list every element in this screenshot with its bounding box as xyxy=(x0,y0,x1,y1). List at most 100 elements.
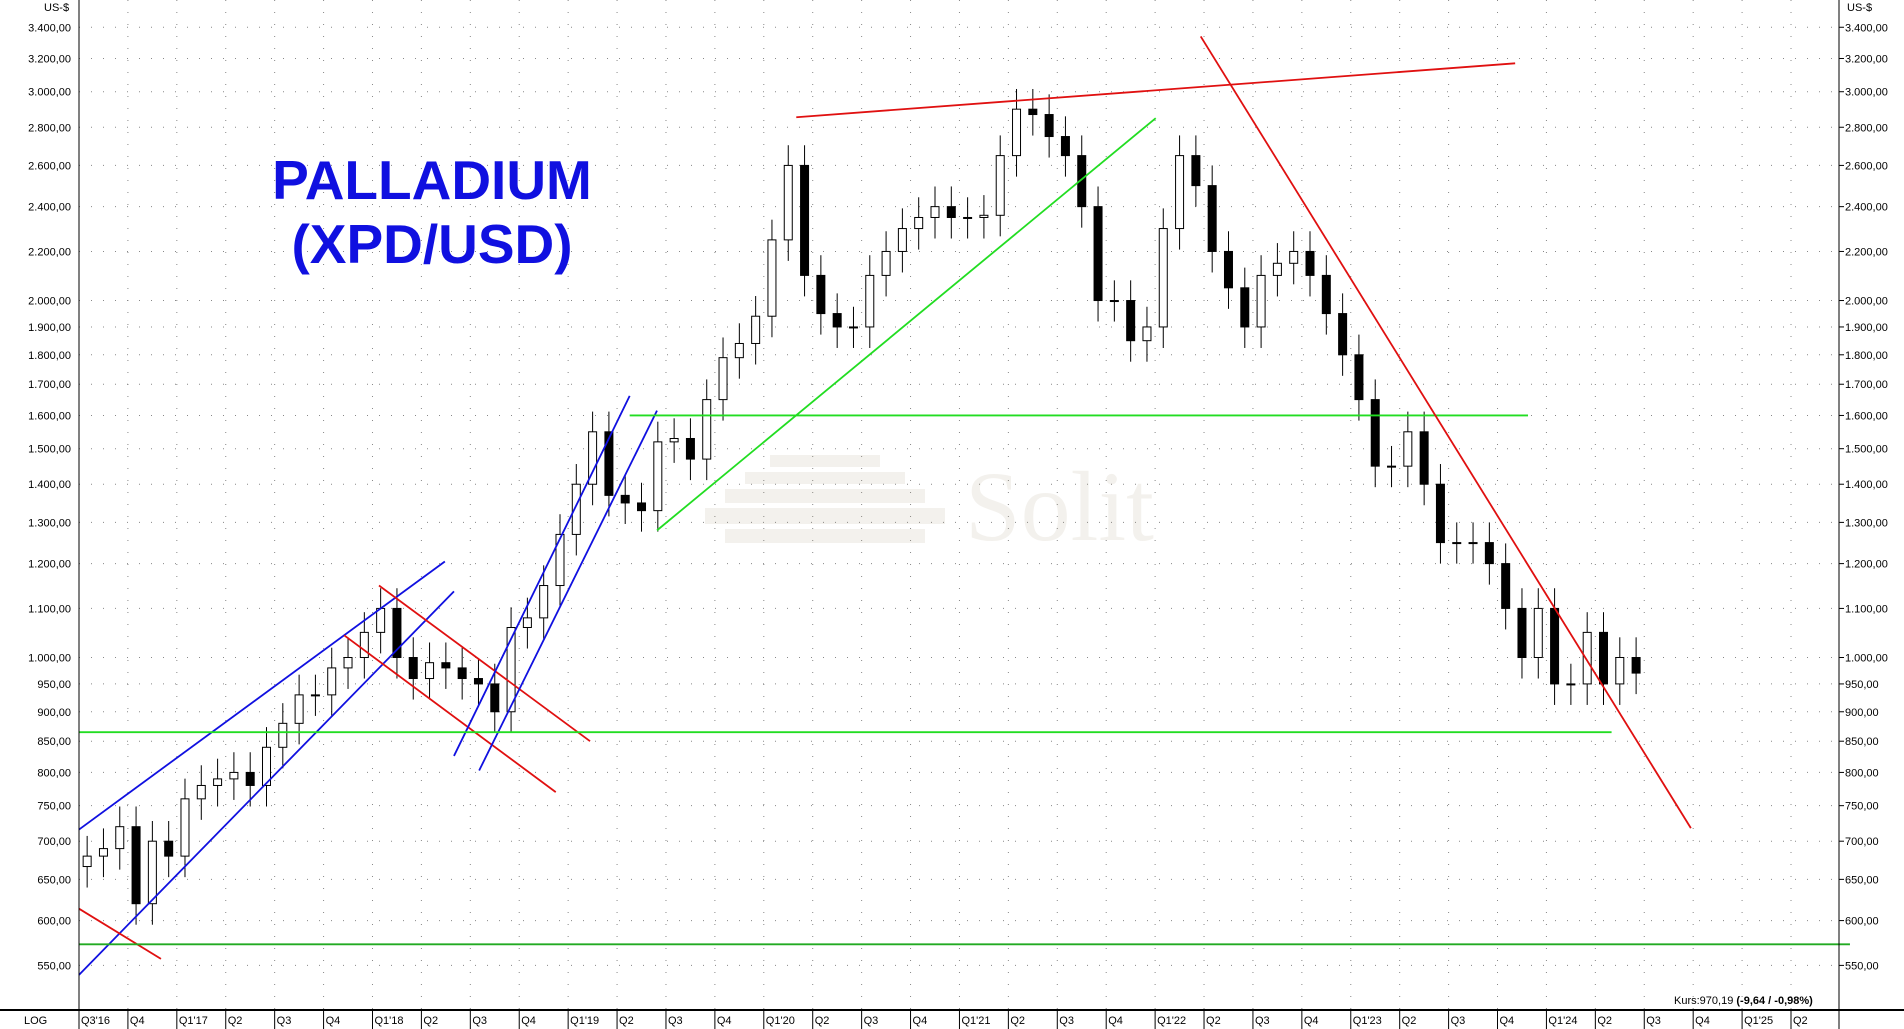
x-tick-label: Q4 xyxy=(521,1015,536,1027)
grid xyxy=(78,0,1839,1010)
candle-body xyxy=(1566,683,1576,686)
y-tick-label-right: 1.600,00 xyxy=(1845,410,1888,422)
trendline xyxy=(78,907,162,960)
y-tick-label-left: 1.600,00 xyxy=(28,410,71,422)
y-tick-label-right: 3.200,00 xyxy=(1845,53,1888,65)
candle-body xyxy=(1126,300,1136,342)
y-tick-label-right: 900,00 xyxy=(1845,707,1879,719)
y-tick-label-right: 650,00 xyxy=(1845,874,1879,886)
candle-body xyxy=(881,250,891,276)
candle-body xyxy=(82,855,92,868)
candle-body xyxy=(147,840,157,905)
y-tick-label-right: 2.400,00 xyxy=(1845,202,1888,214)
x-tick-label: Q4 xyxy=(326,1015,341,1027)
candle-body xyxy=(1028,108,1038,116)
candle-body xyxy=(1191,155,1201,187)
candle-body xyxy=(1517,607,1527,659)
y-tick-label-left: 1.100,00 xyxy=(28,603,71,615)
candle-body xyxy=(131,826,141,905)
candle-body xyxy=(425,662,435,680)
y-tick-label-left: 1.700,00 xyxy=(28,379,71,391)
candle-body xyxy=(1109,300,1119,303)
y-unit-label-right: US-$ xyxy=(1847,2,1872,14)
y-tick-label-right: 2.000,00 xyxy=(1845,296,1888,308)
candle-body xyxy=(897,228,907,252)
x-tick-label: Q1'21 xyxy=(961,1015,990,1027)
candle-body xyxy=(1077,155,1087,208)
y-tick-label-left: 1.500,00 xyxy=(28,444,71,456)
y-tick-label-left: 3.000,00 xyxy=(28,87,71,99)
candle-body xyxy=(1044,114,1054,138)
candle-body xyxy=(1158,228,1168,328)
candle-body xyxy=(196,784,206,800)
y-tick-label-right: 850,00 xyxy=(1845,736,1879,748)
x-tick-label: Q2 xyxy=(815,1015,830,1027)
x-tick-label: Q1'19 xyxy=(570,1015,599,1027)
x-tick-label: Q4 xyxy=(717,1015,732,1027)
y-tick-label-right: 1.300,00 xyxy=(1845,517,1888,529)
x-tick-label: Q3 xyxy=(1646,1015,1661,1027)
y-tick-label-right: 1.200,00 xyxy=(1845,559,1888,571)
x-tick-label: Q3 xyxy=(668,1015,683,1027)
y-tick-label-left: 1.200,00 xyxy=(28,559,71,571)
x-tick-label: Q3 xyxy=(1255,1015,1270,1027)
x-tick-label: Q1'23 xyxy=(1353,1015,1382,1027)
candle-body xyxy=(441,662,451,669)
candles xyxy=(82,88,1641,925)
y-tick-label-right: 600,00 xyxy=(1845,916,1879,928)
candle-body xyxy=(1582,631,1592,685)
y-tick-label-right: 950,00 xyxy=(1845,679,1879,691)
candle-body xyxy=(1387,465,1397,468)
candle-body xyxy=(1419,431,1429,485)
candle-body xyxy=(490,683,500,713)
y-tick-label-left: 1.000,00 xyxy=(28,653,71,665)
x-tick-label: Q2 xyxy=(1597,1015,1612,1027)
candle-body xyxy=(1533,607,1543,659)
candle-body xyxy=(98,848,108,857)
candle-body xyxy=(392,607,402,659)
candle-body xyxy=(1223,250,1233,289)
y-tick-label-right: 3.000,00 xyxy=(1845,87,1888,99)
y-tick-label-left: 1.900,00 xyxy=(28,322,71,334)
candle-body xyxy=(278,722,288,748)
candle-body xyxy=(539,585,549,619)
x-tick-label: Q2 xyxy=(1793,1015,1808,1027)
candle-body xyxy=(1615,657,1625,685)
candle-body xyxy=(669,437,679,443)
candle-body xyxy=(115,826,125,850)
trendline xyxy=(453,395,631,757)
x-tick-label: Q3 xyxy=(472,1015,487,1027)
y-tick-label-right: 1.500,00 xyxy=(1845,444,1888,456)
y-tick-label-left: 1.800,00 xyxy=(28,350,71,362)
candle-body xyxy=(718,357,728,401)
candle-body xyxy=(930,206,940,218)
candle-body xyxy=(946,206,956,218)
y-tick-label-right: 1.000,00 xyxy=(1845,653,1888,665)
y-tick-label-left: 3.400,00 xyxy=(28,22,71,34)
x-tick-label: Q4 xyxy=(1304,1015,1319,1027)
candle-body xyxy=(1631,657,1641,674)
y-tick-label-right: 2.200,00 xyxy=(1845,246,1888,258)
y-tick-label-right: 750,00 xyxy=(1845,801,1879,813)
candle-body xyxy=(751,315,761,344)
y-tick-label-left: 1.400,00 xyxy=(28,479,71,491)
candle-body xyxy=(1240,287,1250,328)
candle-body xyxy=(734,342,744,359)
x-tick-label: Q3 xyxy=(864,1015,879,1027)
trendline xyxy=(78,560,446,831)
candle-body xyxy=(767,239,777,317)
x-tick-label: Q4 xyxy=(1695,1015,1710,1027)
y-tick-label-left: 750,00 xyxy=(37,801,71,813)
y-tick-label-left: 3.200,00 xyxy=(28,53,71,65)
candle-body xyxy=(408,657,418,680)
quote-readout: Kurs:970,19 (-9,64 / -0,98%) xyxy=(1674,995,1813,1007)
chart-title: PALLADIUM (XPD/USD) xyxy=(232,148,632,276)
candle-body xyxy=(620,494,630,504)
x-tick-label: Q2 xyxy=(423,1015,438,1027)
y-tick-label-left: 2.200,00 xyxy=(28,246,71,258)
candle-body xyxy=(979,214,989,218)
y-tick-label-right: 1.100,00 xyxy=(1845,603,1888,615)
x-tick-label: Q3 xyxy=(1451,1015,1466,1027)
candle-body xyxy=(816,274,826,315)
